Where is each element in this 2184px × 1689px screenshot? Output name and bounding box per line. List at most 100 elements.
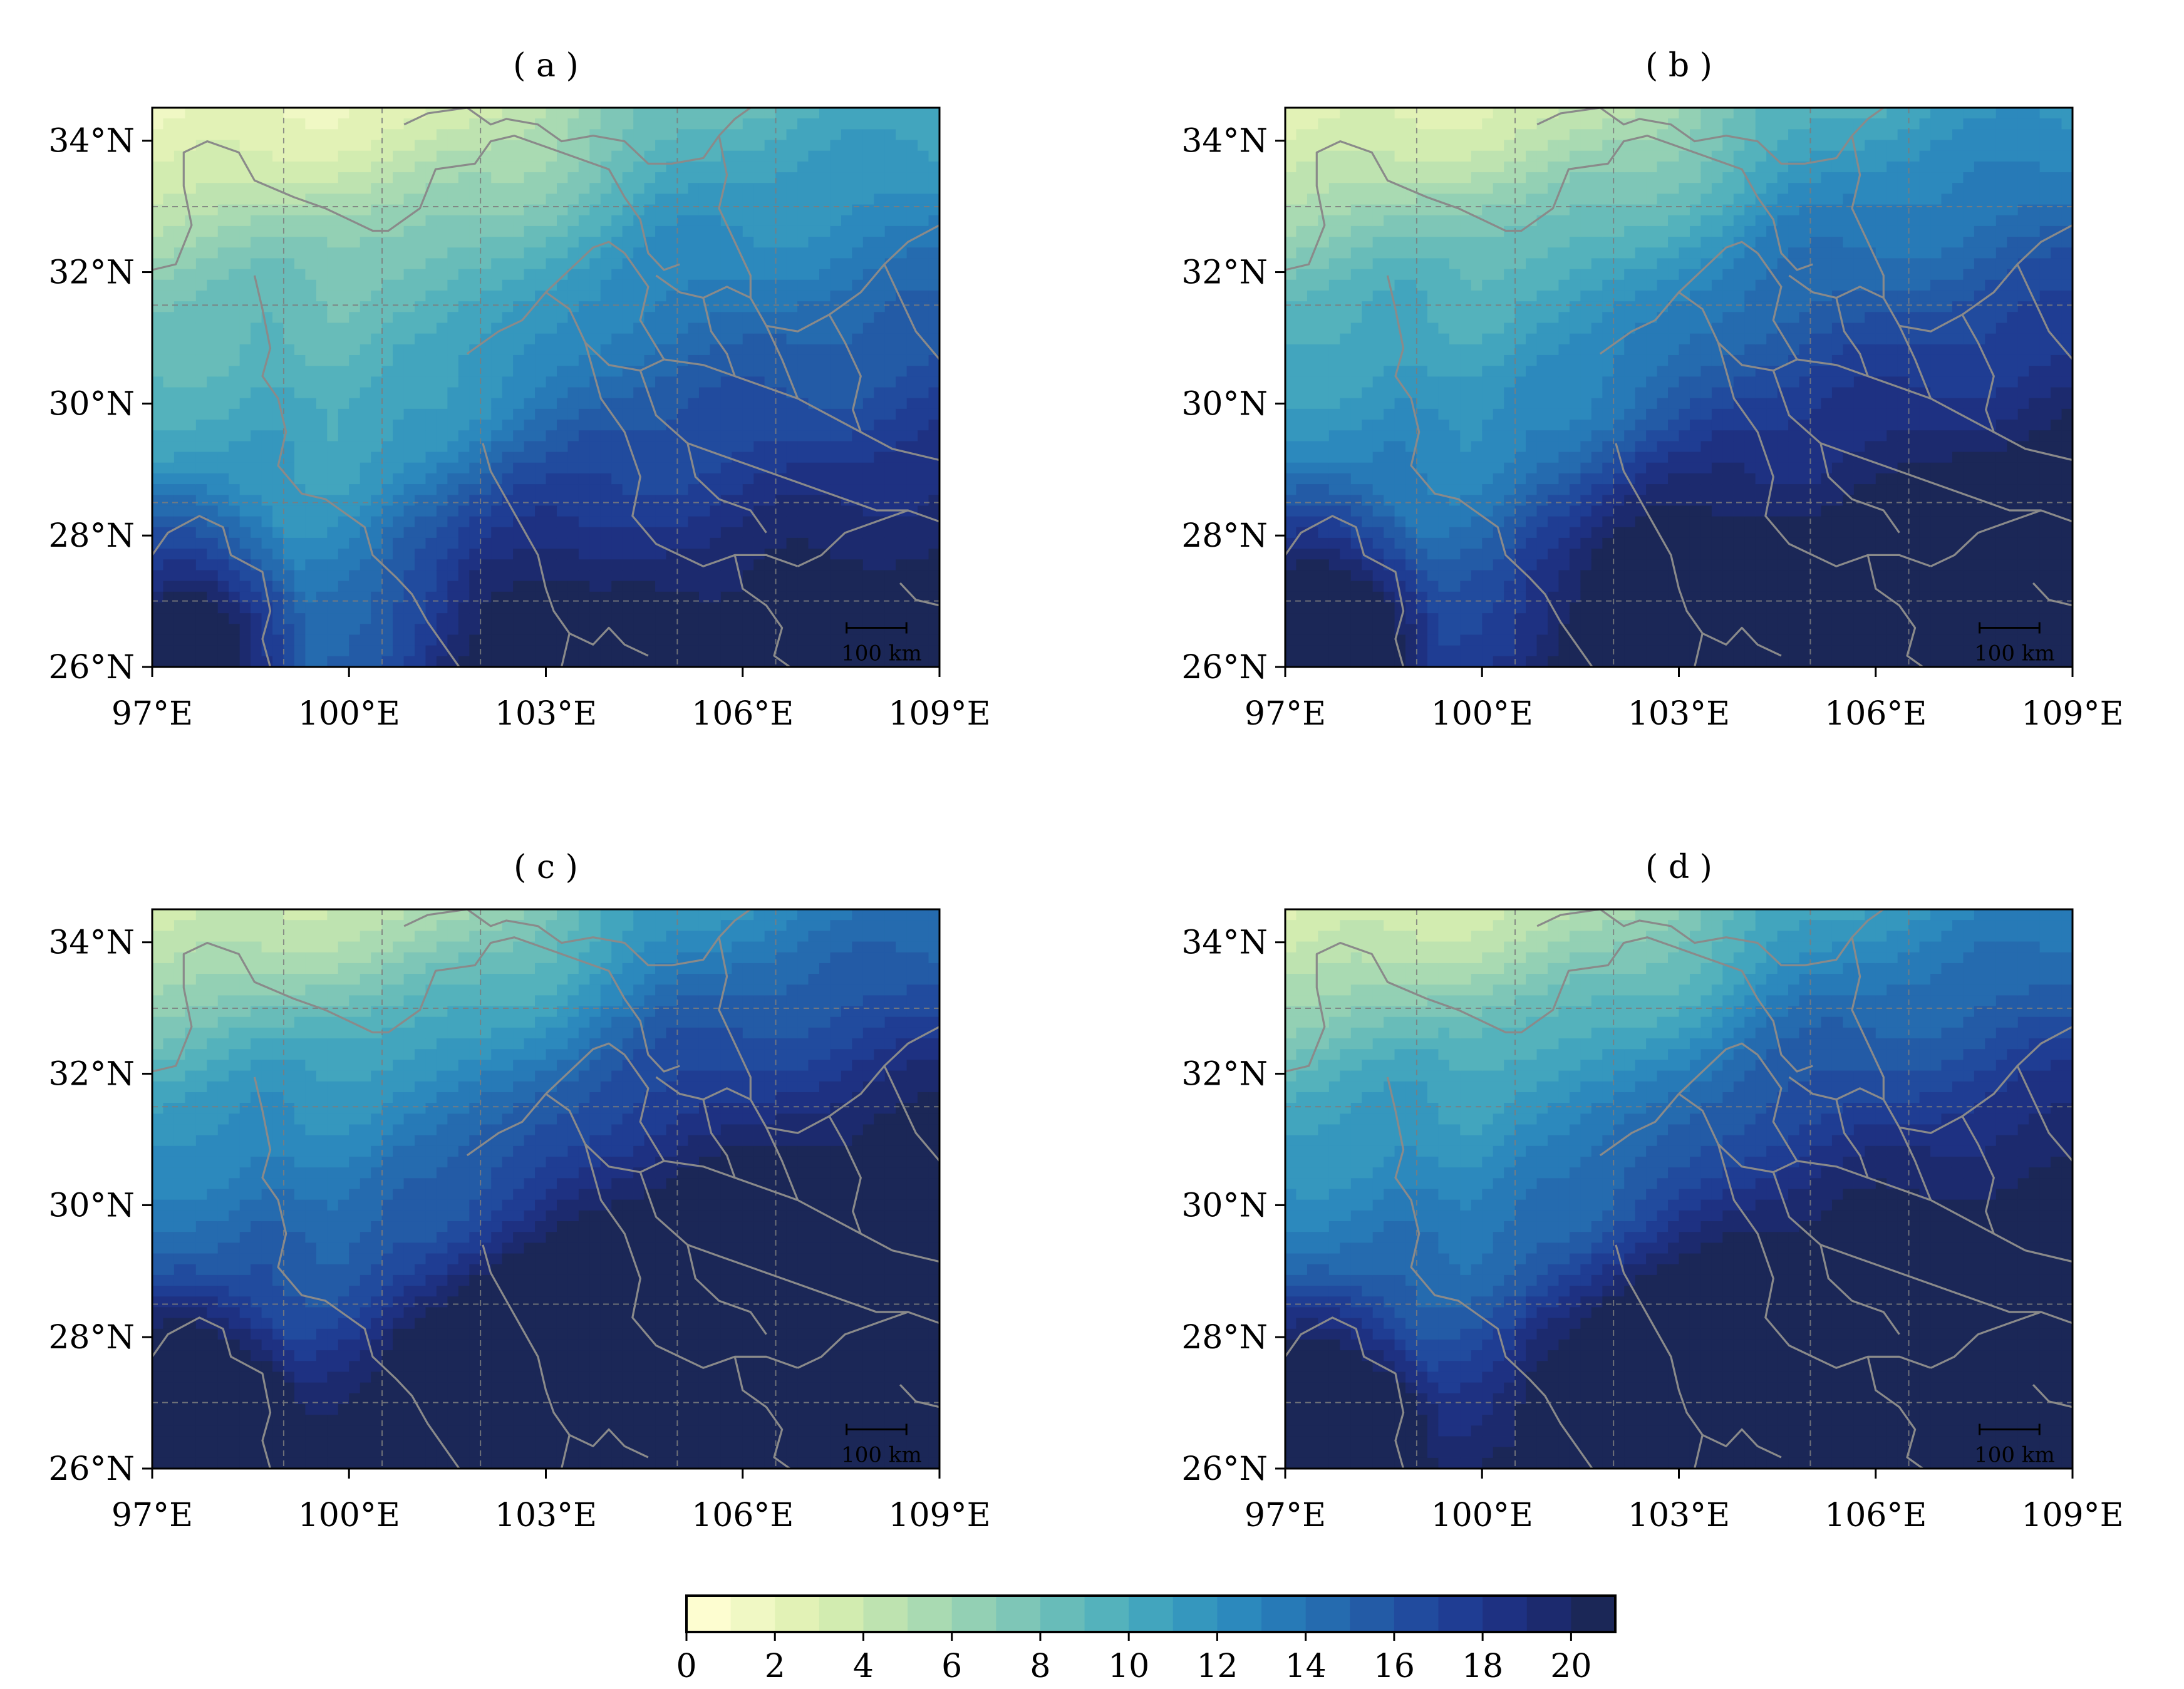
scale-bar-label: 100 km [841, 641, 922, 666]
x-tick-label: 97°E [1245, 695, 1326, 733]
colorbar-tick-label: 6 [941, 1648, 962, 1685]
colorbar: 0 2 4 6 8 10 12 14 16 18 20 [676, 1594, 1617, 1685]
y-tick-label: 28°N [48, 1319, 135, 1356]
colorbar-swatch [1394, 1596, 1439, 1632]
panel-title: ( b ) [1645, 47, 1712, 85]
y-tick-label: 26°N [1181, 649, 1268, 686]
x-tick-label: 97°E [111, 695, 193, 733]
x-tick-label: 106°E [1824, 1497, 1927, 1534]
scale-bar: 100 km [1974, 1423, 2055, 1467]
colorbar-swatch [686, 1596, 732, 1632]
x-tick-label: 106°E [1824, 695, 1927, 733]
x-tick-label: 100°E [1431, 1497, 1533, 1534]
y-tick-label: 32°N [1181, 1056, 1268, 1093]
x-tick-label: 103°E [1628, 1497, 1730, 1534]
colorbar-swatch [996, 1596, 1041, 1632]
y-tick-label: 28°N [1181, 1319, 1268, 1356]
colorbar-swatch [1084, 1596, 1129, 1632]
panel-title: ( a ) [513, 47, 579, 85]
x-tick-label: 97°E [111, 1497, 193, 1534]
colorbar-tick-label: 14 [1285, 1648, 1327, 1685]
scale-bar-label: 100 km [1974, 1442, 2055, 1467]
x-tick-label: 109°E [888, 695, 990, 733]
colorbar-tick-label: 8 [1030, 1648, 1050, 1685]
x-tick-label: 103°E [1628, 695, 1730, 733]
colorbar-swatch [775, 1596, 820, 1632]
y-tick-label: 30°N [1181, 1187, 1268, 1224]
field-raster [152, 108, 939, 667]
colorbar-swatch [1172, 1596, 1218, 1632]
graticule [152, 909, 939, 1469]
map-panel-a: ( a ) 97°E 100°E 103°E 106°E 109°E 26°N 28°N 30°… [48, 47, 990, 733]
x-tick-label: 100°E [1431, 695, 1533, 733]
x-tick-label: 103°E [495, 695, 597, 733]
scale-bar: 100 km [1974, 622, 2055, 666]
map-panel-c: ( c ) 97°E 100°E 103°E 106°E 109°E 26°N 28°N 30°… [48, 849, 990, 1534]
colorbar-tick-label: 18 [1462, 1648, 1503, 1685]
colorbar-swatch [863, 1596, 908, 1632]
colorbar-tick-label: 20 [1550, 1648, 1591, 1685]
scale-bar: 100 km [841, 1423, 922, 1467]
admin-boundaries [1285, 108, 2073, 667]
colorbar-swatch [1040, 1596, 1085, 1632]
colorbar-swatch [1438, 1596, 1483, 1632]
x-tick-label: 109°E [888, 1497, 990, 1534]
y-tick-label: 32°N [48, 1056, 135, 1093]
x-tick-label: 100°E [298, 1497, 400, 1534]
colorbar-swatch [951, 1596, 996, 1632]
colorbar-swatch [1483, 1596, 1528, 1632]
admin-boundaries [152, 108, 939, 667]
y-tick-label: 34°N [1181, 123, 1268, 160]
colorbar-swatch [1261, 1596, 1307, 1632]
field-raster [152, 909, 939, 1469]
y-tick-label: 26°N [48, 649, 135, 686]
admin-boundaries [1285, 909, 2073, 1469]
colorbar-swatch [1571, 1596, 1616, 1632]
colorbar-tick-label: 2 [765, 1648, 785, 1685]
x-tick-label: 103°E [495, 1497, 597, 1534]
x-tick-label: 97°E [1245, 1497, 1326, 1534]
x-tick-label: 100°E [298, 695, 400, 733]
y-tick-label: 30°N [1181, 385, 1268, 423]
y-tick-label: 32°N [48, 254, 135, 292]
colorbar-swatch [1217, 1596, 1262, 1632]
colorbar-tick-label: 10 [1108, 1648, 1149, 1685]
y-tick-label: 28°N [1181, 517, 1268, 555]
panel-title: ( d ) [1645, 849, 1712, 886]
graticule [1285, 909, 2073, 1469]
colorbar-swatch [819, 1596, 864, 1632]
colorbar-tick-label: 16 [1374, 1648, 1415, 1685]
panel-title: ( c ) [514, 849, 578, 886]
colorbar-swatch [1526, 1596, 1571, 1632]
graticule [1285, 108, 2073, 667]
colorbar-frame [685, 1594, 1617, 1633]
y-tick-label: 34°N [48, 123, 135, 160]
graticule [152, 108, 939, 667]
y-tick-label: 26°N [48, 1450, 135, 1488]
y-tick-label: 34°N [48, 924, 135, 962]
y-tick-label: 30°N [48, 1187, 135, 1224]
y-tick-label: 34°N [1181, 924, 1268, 962]
scale-bar: 100 km [841, 622, 922, 666]
admin-boundaries [152, 909, 939, 1469]
y-tick-label: 32°N [1181, 254, 1268, 292]
colorbar-swatch [1129, 1596, 1174, 1632]
colorbar-swatch [908, 1596, 953, 1632]
colorbar-tick-label: 12 [1196, 1648, 1238, 1685]
colorbar-tick-label: 4 [853, 1648, 874, 1685]
x-tick-label: 109°E [2021, 1497, 2123, 1534]
x-tick-label: 109°E [2021, 695, 2123, 733]
field-raster [1285, 909, 2073, 1469]
map-panel-d: ( d ) 97°E 100°E 103°E 106°E 109°E 26°N 28°N 30°… [1181, 849, 2123, 1534]
colorbar-swatch [1305, 1596, 1350, 1632]
colorbar-swatch [730, 1596, 775, 1632]
y-tick-label: 28°N [48, 517, 135, 555]
x-tick-label: 106°E [691, 1497, 794, 1534]
y-tick-label: 26°N [1181, 1450, 1268, 1488]
scale-bar-label: 100 km [841, 1442, 922, 1467]
map-panel-b: ( b ) 97°E 100°E 103°E 106°E 109°E 26°N 28°N 30°… [1181, 47, 2123, 733]
colorbar-tick-label: 0 [676, 1648, 696, 1685]
colorbar-swatch [1350, 1596, 1395, 1632]
y-tick-label: 30°N [48, 385, 135, 423]
